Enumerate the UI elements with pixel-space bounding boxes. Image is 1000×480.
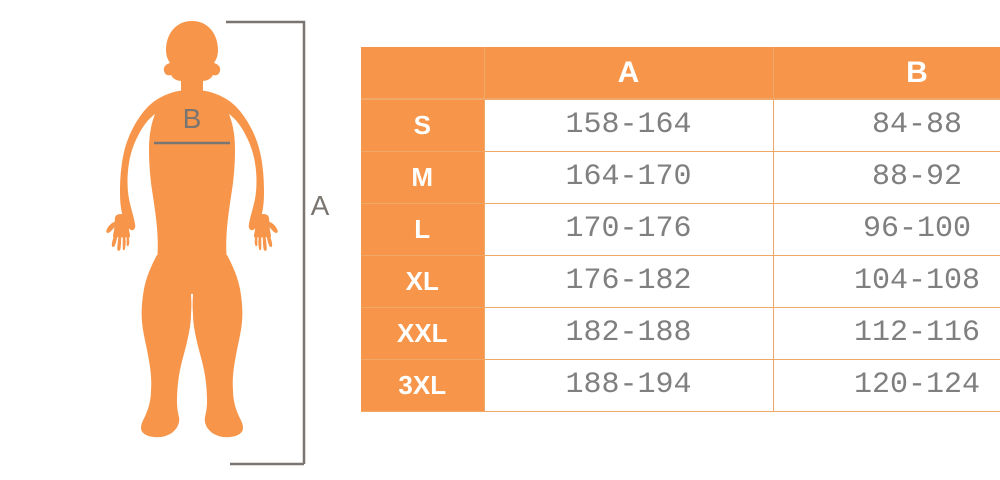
svg-text:B: B: [183, 103, 202, 134]
svg-text:A: A: [311, 190, 330, 221]
